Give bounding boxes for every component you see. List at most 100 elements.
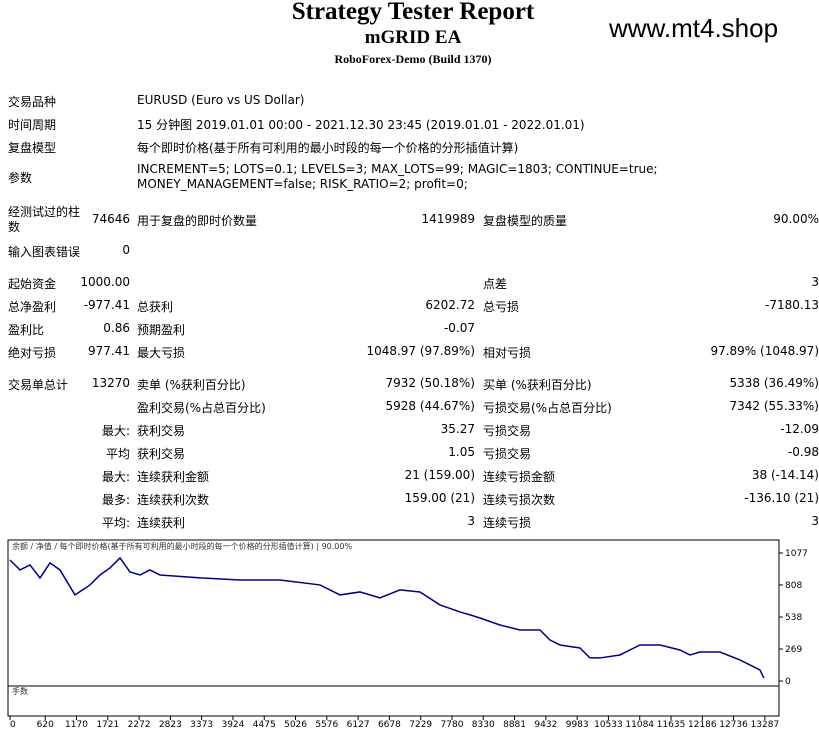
y-tick-label: 269 <box>785 645 802 655</box>
x-tick-label: 2272 <box>128 720 151 730</box>
cell-label3: 连续亏损金额 <box>483 470 556 484</box>
cell-value2: 35.27 <box>440 422 475 436</box>
cell-value2: 1.05 <box>448 445 475 459</box>
cell-label3: 复盘模型的质量 <box>483 214 568 228</box>
cell-value2: 5928 (44.67%) <box>385 399 475 413</box>
x-tick-label: 3373 <box>190 720 213 730</box>
cell-value2: 1048.97 (97.89%) <box>366 344 475 358</box>
cell-value: 977.41 <box>88 344 130 358</box>
cell-value3: -136.10 (21) <box>744 491 819 505</box>
cell-label2: 预期盈利 <box>137 323 186 337</box>
cell-label3: 点差 <box>483 277 508 291</box>
cell-label3: 连续亏损 <box>483 516 532 530</box>
cell-value: 1000.00 <box>80 275 130 289</box>
lots-frame <box>7 685 780 717</box>
cell-label: 参数 <box>8 171 33 185</box>
cell-value3: 97.89% (1048.97) <box>710 344 819 358</box>
y-tick-label: 0 <box>785 677 791 687</box>
cell-value2: 159.00 (21) <box>404 491 475 505</box>
cell-value2: -0.07 <box>443 321 475 335</box>
x-tick-label: 1721 <box>96 720 119 730</box>
y-tick-label: 538 <box>785 613 802 623</box>
y-tick-label: 1077 <box>785 549 808 559</box>
cell-value3: 38 (-14.14) <box>751 468 819 482</box>
cell-label: 经测试过的柱数 <box>8 205 81 234</box>
cell-label: 复盘模型 <box>8 141 57 155</box>
cell-label3: 相对亏损 <box>483 346 532 360</box>
x-tick-label: 5026 <box>284 720 307 730</box>
x-tick-label: 12736 <box>719 720 748 730</box>
cell-value3: -7180.13 <box>765 298 819 312</box>
cell-value2: 1419989 <box>421 212 475 226</box>
cell-label3: 亏损交易 <box>483 447 532 461</box>
x-tick-label: 11635 <box>657 720 686 730</box>
cell-label2: 最大亏损 <box>137 346 186 360</box>
x-tick-label: 3924 <box>221 720 244 730</box>
cell-text: INCREMENT=5; LOTS=0.1; LEVELS=3; MAX_LOT… <box>137 162 658 191</box>
cell-value: 最大: <box>101 470 130 484</box>
cell-value: 0 <box>122 243 130 257</box>
cell-value: 平均: <box>101 516 130 530</box>
cell-label: 盈利比 <box>8 323 45 337</box>
report-title: Strategy Tester Report <box>291 0 535 25</box>
cell-value: 74646 <box>91 212 130 226</box>
cell-value: 0.86 <box>103 321 130 335</box>
cell-value: -977.41 <box>83 298 130 312</box>
cell-label3: 总亏损 <box>483 300 520 314</box>
cell-label2: 卖单 (%获利百分比) <box>137 378 246 392</box>
cell-text: 15 分钟图 2019.01.01 00:00 - 2021.12.30 23:… <box>137 118 585 132</box>
cell-label2: 连续获利次数 <box>137 493 210 507</box>
balance-line <box>9 556 765 679</box>
cell-text: 每个即时价格(基于所有可利用的最小时段的每一个价格的分形插值计算) <box>137 141 519 155</box>
cell-label2: 用于复盘的即时价数量 <box>137 214 258 228</box>
x-tick-label: 13287 <box>751 720 780 730</box>
cell-label3: 连续亏损次数 <box>483 493 556 507</box>
cell-text: EURUSD (Euro vs US Dollar) <box>137 93 305 107</box>
x-tick-label: 0 <box>10 720 16 730</box>
cell-label: 交易品种 <box>8 95 57 109</box>
cell-label2: 总获利 <box>137 300 174 314</box>
x-tick-label: 4475 <box>253 720 276 730</box>
cell-label: 输入图表错误 <box>8 245 81 259</box>
x-tick-label: 6127 <box>347 720 370 730</box>
cell-label2: 获利交易 <box>137 424 186 438</box>
x-tick-label: 2823 <box>159 720 182 730</box>
cell-value2: 21 (159.00) <box>404 468 475 482</box>
x-tick-label: 1170 <box>65 720 88 730</box>
server: RoboForex-Demo (Build 1370) <box>334 52 492 66</box>
cell-label: 时间周期 <box>8 118 57 132</box>
cell-label: 绝对亏损 <box>8 346 57 360</box>
cell-value: 最多: <box>101 493 130 507</box>
lots-label: 手数 <box>12 686 28 696</box>
cell-label2: 连续获利 <box>137 516 186 530</box>
cell-label2: 盈利交易(%占总百分比) <box>137 401 266 415</box>
cell-label3: 亏损交易(%占总百分比) <box>483 401 612 415</box>
cell-value: 最大: <box>101 424 130 438</box>
x-tick-label: 5576 <box>315 720 338 730</box>
cell-value3: 7342 (55.33%) <box>729 399 819 413</box>
x-tick-label: 6678 <box>378 720 401 730</box>
cell-value2: 7932 (50.18%) <box>385 376 475 390</box>
x-tick-label: 12186 <box>688 720 717 730</box>
chart-legend: 余额 / 净值 / 每个即时价格(基于所有可利用的最小时段的每一个价格的分形插值… <box>12 541 352 551</box>
x-tick-label: 10533 <box>594 720 623 730</box>
cell-value3: -12.09 <box>780 422 819 436</box>
cell-value: 平均 <box>105 447 130 461</box>
x-tick-label: 9983 <box>566 720 589 730</box>
x-tick-label: 11084 <box>625 720 654 730</box>
cell-value3: 3 <box>811 275 819 289</box>
x-tick-label: 8881 <box>503 720 526 730</box>
cell-value: 13270 <box>91 376 130 390</box>
ea-name: mGRID EA <box>364 27 462 48</box>
balance-chart: 余额 / 净值 / 每个即时价格(基于所有可利用的最小时段的每一个价格的分形插值… <box>7 539 808 730</box>
cell-value2: 3 <box>467 514 475 528</box>
plot-frame <box>7 539 780 687</box>
cell-label: 交易单总计 <box>8 378 69 392</box>
cell-value3: 5338 (36.49%) <box>729 376 819 390</box>
x-tick-label: 620 <box>37 720 54 730</box>
cell-label2: 连续获利金额 <box>137 470 210 484</box>
cell-label: 总净盈利 <box>8 300 57 314</box>
x-tick-label: 8330 <box>472 720 495 730</box>
cell-label2: 获利交易 <box>137 447 186 461</box>
cell-label3: 买单 (%获利百分比) <box>483 378 592 392</box>
